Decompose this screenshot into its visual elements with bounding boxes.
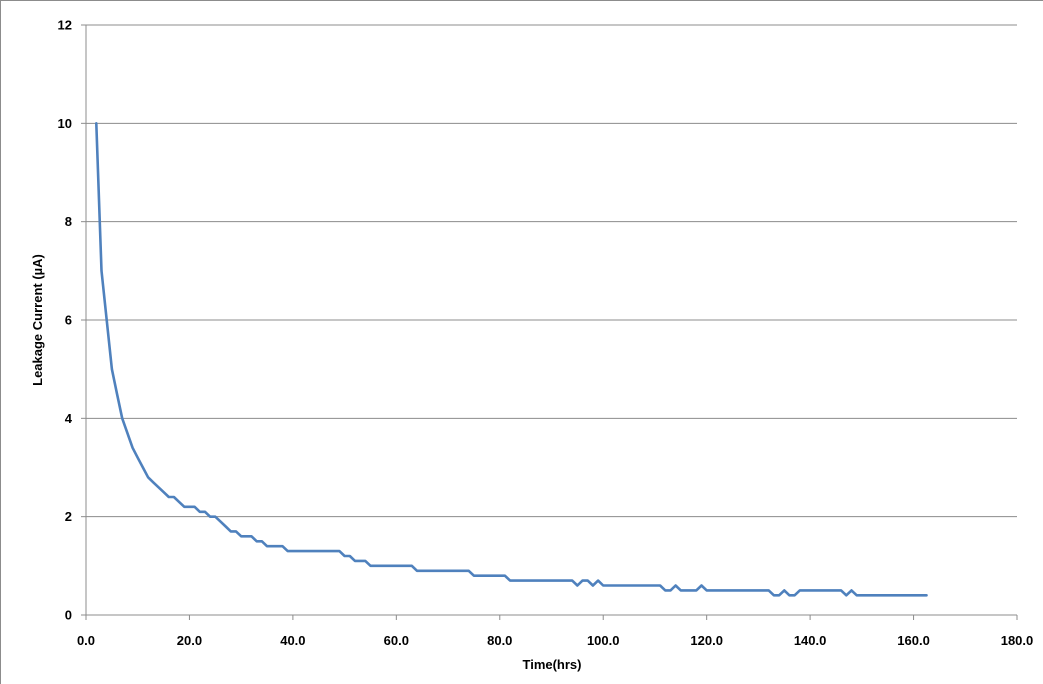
x-tick-label: 140.0 — [794, 633, 827, 648]
x-tick-label: 0.0 — [77, 633, 95, 648]
gridlines — [86, 24, 1017, 518]
y-tick-label: 12 — [58, 18, 72, 33]
y-tick-label: 10 — [58, 116, 72, 131]
y-tick-label: 4 — [65, 411, 73, 426]
x-tick-label: 100.0 — [587, 633, 620, 648]
y-tick-label: 2 — [65, 509, 72, 524]
y-axis-title: Leakage Current (µA) — [30, 254, 45, 386]
y-tick-label: 8 — [65, 214, 72, 229]
x-axis-title: Time(hrs) — [523, 657, 582, 672]
x-tick-label: 80.0 — [487, 633, 512, 648]
x-tick-label: 180.0 — [1001, 633, 1034, 648]
x-tick-label: 20.0 — [177, 633, 202, 648]
axes — [81, 24, 1018, 620]
y-tick-label: 0 — [65, 608, 72, 623]
x-tick-label: 60.0 — [384, 633, 409, 648]
y-tick-label: 6 — [65, 313, 72, 328]
x-tick-label: 120.0 — [690, 633, 723, 648]
y-axis-tick-labels: 0 2 4 6 8 10 12 — [58, 18, 73, 623]
series-layer — [95, 122, 928, 597]
x-tick-label: 160.0 — [897, 633, 930, 648]
series-line — [95, 122, 928, 597]
x-tick-label: 40.0 — [280, 633, 305, 648]
x-axis-tick-labels: 0.0 20.0 40.0 60.0 80.0 100.0 120.0 140.0 160.0 1… — [77, 633, 1033, 648]
